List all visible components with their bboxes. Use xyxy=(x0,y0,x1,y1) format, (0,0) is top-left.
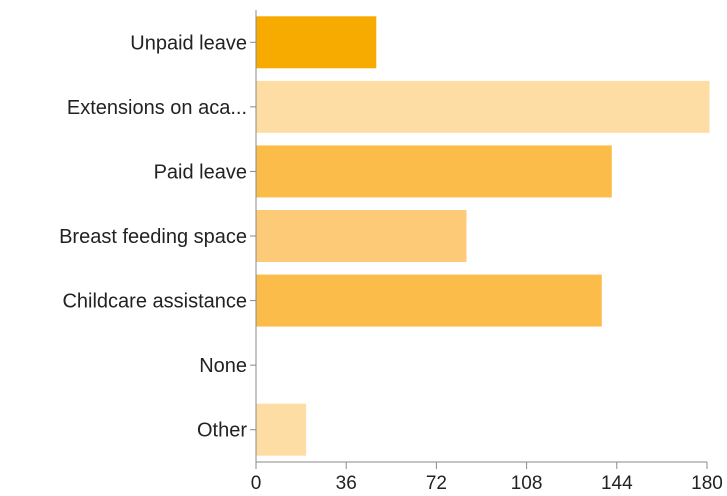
x-tick-label: 72 xyxy=(426,473,447,494)
bar-3 xyxy=(256,210,467,262)
labels-layer: Unpaid leave Extensions on aca... Paid lea… xyxy=(59,32,723,494)
bar-2 xyxy=(256,145,612,198)
bar-1 xyxy=(256,80,710,133)
category-label: Unpaid leave xyxy=(130,32,247,54)
bar-0 xyxy=(256,16,377,69)
x-tick-label: 144 xyxy=(601,473,633,494)
x-tick-label: 36 xyxy=(336,473,357,494)
bar-4 xyxy=(256,274,602,327)
bars-layer xyxy=(256,16,710,456)
category-label: Childcare assistance xyxy=(62,291,247,313)
category-label: Extensions on aca... xyxy=(67,97,247,119)
category-label: Paid leave xyxy=(154,161,247,183)
category-label: Other xyxy=(197,420,247,442)
x-tick-label: 108 xyxy=(511,473,543,494)
bar-6 xyxy=(256,403,307,456)
x-tick-label: 0 xyxy=(251,473,262,494)
x-tick-label: 180 xyxy=(691,473,723,494)
axes-layer xyxy=(250,10,708,469)
category-label: Breast feeding space xyxy=(59,226,247,248)
category-label: None xyxy=(199,355,247,377)
